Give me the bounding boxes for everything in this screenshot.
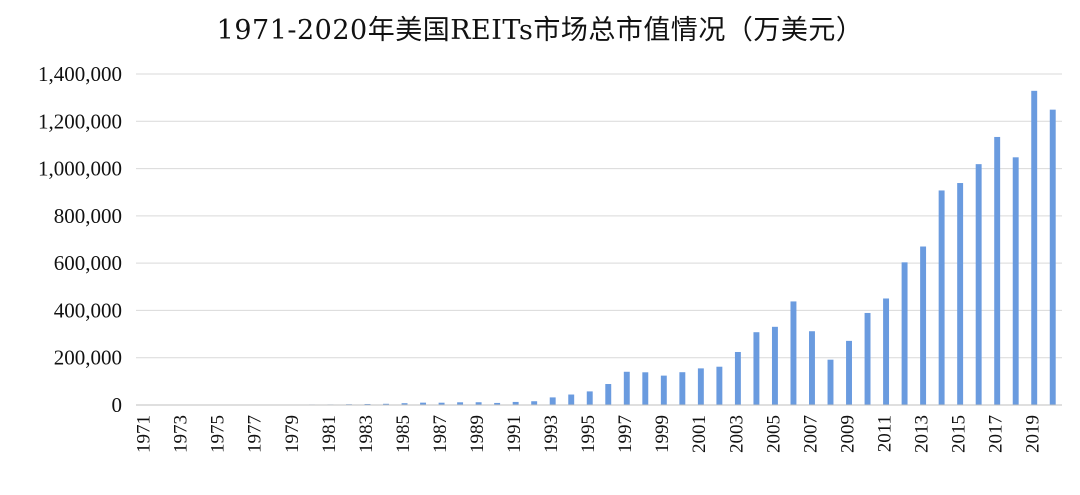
bar-2007 (809, 331, 815, 405)
y-tick-label: 1,200,000 (38, 109, 122, 133)
x-tick-label: 2015 (948, 415, 969, 453)
bar-1990 (494, 402, 501, 405)
x-tick-label: 1971 (134, 415, 155, 453)
bar-1992 (531, 401, 538, 405)
x-tick-label: 1987 (430, 415, 451, 453)
bar-2005 (771, 326, 778, 405)
x-tick-label: 2005 (763, 415, 784, 453)
x-tick-label: 2011 (874, 415, 895, 452)
bar-1999 (660, 375, 667, 405)
bar-2016 (975, 164, 982, 405)
bar-1984 (383, 403, 389, 405)
bar-2010 (864, 312, 871, 405)
bar-2002 (716, 366, 723, 405)
bar-2018 (1012, 157, 1019, 405)
x-tick-label: 1991 (504, 415, 525, 453)
x-tick-label: 1995 (578, 415, 599, 453)
x-tick-label: 1997 (615, 415, 636, 453)
bar-2001 (697, 368, 704, 405)
y-tick-label: 1,000,000 (38, 157, 122, 181)
x-tick-label: 2013 (911, 415, 932, 453)
bar-2008 (827, 359, 834, 405)
x-tick-label: 1975 (208, 415, 229, 453)
bar-2009 (846, 340, 852, 405)
x-tick-label: 1981 (319, 415, 340, 453)
bar-2004 (753, 332, 760, 405)
y-tick-label: 0 (112, 393, 123, 417)
x-axis-ticks: 1971 1973 1975 1977 1979 1981 1983 1985 1987 1989… (134, 415, 1044, 453)
bar-1998 (642, 372, 649, 405)
x-tick-label: 1973 (171, 415, 192, 453)
x-tick-label: 2017 (986, 415, 1007, 453)
bar-2017 (994, 136, 1001, 405)
bar-2000 (679, 372, 686, 405)
bar-1995 (586, 391, 593, 405)
bar-2012 (901, 262, 908, 405)
bar-1996 (605, 384, 612, 405)
x-tick-label: 1993 (541, 415, 562, 453)
y-tick-label: 600,000 (54, 251, 122, 275)
bar-1989 (475, 402, 482, 405)
bar-1991 (512, 401, 519, 405)
x-tick-label: 1989 (467, 415, 488, 453)
y-tick-label: 400,000 (54, 298, 122, 322)
bar-1985 (401, 403, 408, 405)
x-tick-label: 1999 (652, 415, 673, 453)
bar-2015 (957, 183, 964, 405)
x-tick-label: 2001 (689, 415, 710, 453)
x-tick-label: 2009 (837, 415, 858, 453)
bars (142, 90, 1056, 405)
bar-1986 (420, 402, 427, 405)
x-tick-label: 2007 (800, 415, 821, 453)
y-axis-ticks: 0 200,000 400,000 600,000 800,000 1,000,000 1,… (38, 62, 122, 417)
bar-2006 (790, 301, 797, 405)
x-tick-label: 2019 (1023, 415, 1044, 453)
y-tick-label: 200,000 (54, 346, 122, 370)
bar-1988 (457, 402, 464, 405)
x-tick-label: 1985 (393, 415, 414, 453)
gridlines (136, 73, 1062, 359)
x-tick-label: 2003 (726, 415, 747, 453)
bar-2013 (920, 246, 927, 405)
bar-2020 (1049, 109, 1056, 405)
bar-1993 (549, 397, 556, 405)
x-tick-label: 1979 (282, 415, 303, 453)
bar-1987 (438, 402, 445, 405)
chart-title: 1971-2020年美国REITs市场总市值情况（万美元） (216, 15, 864, 46)
y-tick-label: 800,000 (54, 204, 122, 228)
bar-1997 (623, 371, 630, 405)
bar-2003 (734, 351, 741, 405)
y-tick-label: 1,400,000 (38, 62, 122, 86)
x-tick-label: 1977 (245, 415, 266, 453)
bar-2014 (938, 190, 945, 405)
bar-2011 (883, 298, 890, 405)
bar-1983 (364, 403, 371, 405)
bar-1994 (568, 394, 575, 405)
x-tick-label: 1983 (356, 415, 377, 453)
bar-2019 (1031, 90, 1038, 405)
